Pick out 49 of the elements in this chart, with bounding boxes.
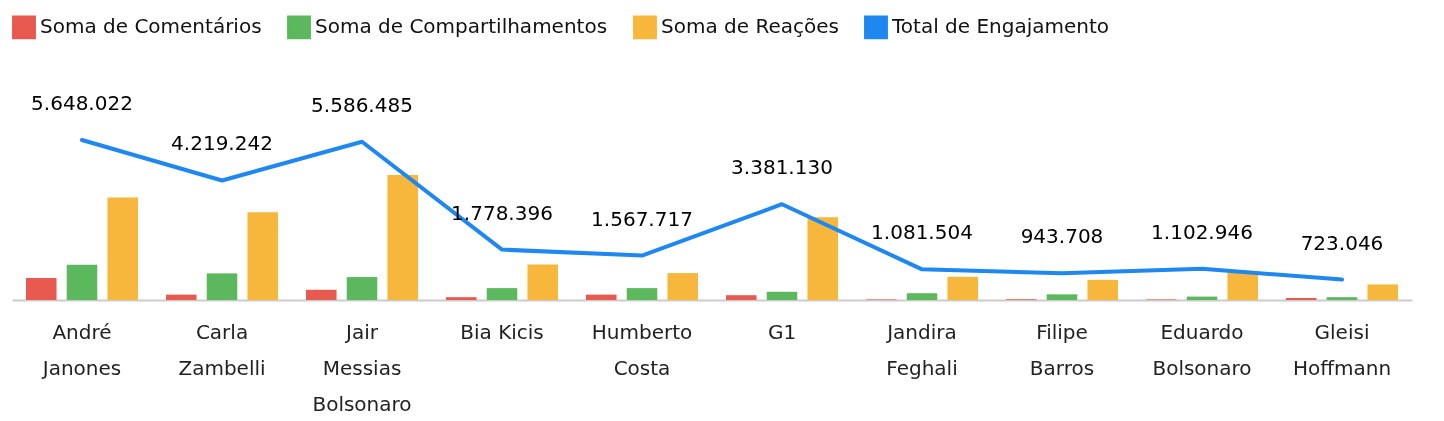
bar [166,294,197,300]
bar [346,277,378,300]
bar [26,277,57,300]
x-tick-label: Eduardo Bolsonaro [1152,319,1252,380]
bar [446,297,477,300]
data-label: 723.046 [1300,230,1384,255]
bar [586,294,617,300]
x-tick-label: Jair Messias Bolsonaro [312,319,412,416]
x-tick-label: G1 [767,319,797,344]
bar [1326,297,1358,300]
bar [486,288,518,300]
bar [206,273,238,300]
bar [766,291,798,300]
data-label: 5.586.485 [311,92,413,117]
x-tick-label: Filipe Barros [1029,319,1095,380]
data-label: 1.102.946 [1151,219,1253,244]
x-tick-label: Bia Kicis [460,319,544,344]
bar [726,295,757,300]
data-label: 3.381.130 [731,155,833,180]
x-tick-label: Carla Zambelli [178,319,266,380]
data-label: 1.081.504 [871,220,973,245]
bar [1087,279,1118,300]
bar [667,273,698,300]
bar [387,175,418,300]
bar [1046,294,1078,300]
x-tick-label: Jandira Feghali [885,319,958,380]
bar [66,264,98,300]
bar [626,288,658,300]
bar [1367,284,1398,300]
data-label: 943.708 [1020,224,1104,249]
bar [306,289,337,300]
bar [1227,272,1258,300]
bar [247,212,278,300]
bar [107,197,138,300]
bar [527,264,558,300]
bar [906,293,938,300]
data-label: 4.219.242 [171,131,273,156]
legend-label: Soma de Reações [661,14,839,39]
x-tick-label: Gleisi Hoffmann [1292,319,1392,380]
x-tick-label: André Janones [40,319,122,380]
legend-label: Soma de Comentários [40,14,262,39]
legend-label: Soma de Compartilhamentos [315,14,608,39]
legend-label: Total de Engajamento [891,14,1110,39]
data-label: 1.567.717 [591,206,693,231]
data-label: 5.648.022 [31,91,133,115]
bar [807,217,838,300]
x-tick-label: Humberto Costa [591,319,693,380]
data-label: 1.778.396 [451,200,553,225]
bar [947,276,978,300]
